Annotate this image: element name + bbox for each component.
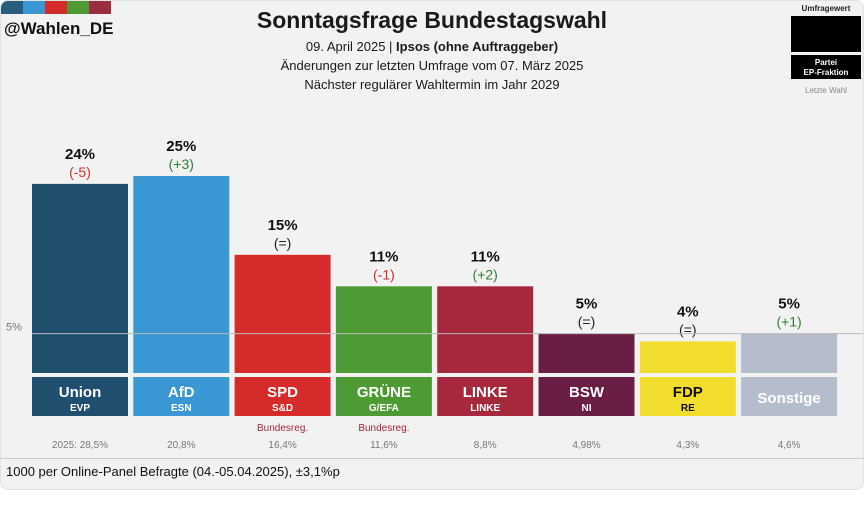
ep-group: S&D — [272, 403, 293, 414]
change-line: Änderungen zur letzten Umfrage vom 07. M… — [280, 58, 584, 73]
bar-change-label: (-1) — [373, 266, 395, 282]
ep-group: G/EFA — [369, 403, 399, 414]
ep-group: RE — [681, 403, 695, 414]
party-label-box — [234, 377, 331, 416]
pollster-text: Ipsos (ohne Auftraggeber) — [396, 39, 559, 54]
bar — [234, 254, 331, 373]
account-handle: @Wahlen_DE — [4, 19, 114, 38]
legend-party-label: Partei — [814, 58, 838, 67]
bar-change-label: (=) — [578, 314, 596, 330]
last-election-value: 16,4% — [268, 440, 296, 451]
logo-color-segment — [89, 1, 111, 14]
last-election-value: 4,6% — [778, 440, 801, 451]
party-name: BSW — [569, 384, 605, 401]
party-label-box — [32, 377, 128, 416]
party-name: Union — [59, 384, 102, 401]
party-name: AfD — [168, 384, 195, 401]
bar-change-label: (+2) — [473, 266, 498, 282]
footer-divider — [1, 458, 863, 459]
ep-group: ESN — [171, 403, 192, 414]
party-name: GRÜNE — [357, 384, 411, 401]
bar-change-label: (=) — [274, 235, 292, 251]
poll-graphic: @Wahlen_DE Sonntagsfrage Bundestagswahl … — [0, 0, 864, 490]
party-label-box — [437, 377, 534, 416]
party-name: Sonstige — [757, 390, 820, 407]
bar-chart: 24%(-5) Union EVP 2025: 28,5% 25%(+3) AfD ESN 2… — [6, 138, 863, 451]
party-name: LINKE — [463, 384, 508, 401]
bar-value-label: 5% — [778, 296, 800, 313]
party-label-box — [335, 377, 432, 416]
legend-poll-label: Umfragewert — [801, 4, 851, 13]
bar — [32, 183, 128, 373]
bar-value-label: 24% — [65, 146, 95, 163]
last-election-value: 4,3% — [676, 440, 699, 451]
bar-change-label: (=) — [679, 321, 697, 337]
date-line: 09. April 2025 | Ipsos (ohne Auftraggebe… — [1, 39, 863, 54]
last-election-value: 8,8% — [474, 440, 497, 451]
logo-color-segment — [1, 1, 23, 14]
logo-color-segment — [45, 1, 67, 14]
bar — [639, 341, 736, 373]
legend-last-label: Letzte Wahl — [805, 86, 847, 95]
bar-value-label: 11% — [471, 248, 500, 265]
bar — [133, 176, 230, 373]
party-name: FDP — [673, 384, 703, 401]
last-election-value: 4,98% — [572, 440, 600, 451]
legend: Umfragewert Partei EP-Fraktion Letzte Wa… — [791, 4, 861, 95]
last-election-value: 11,6% — [370, 440, 398, 451]
next-election-line: Nächster regulärer Wahltermin im Jahr 20… — [304, 77, 560, 92]
bar-value-label: 5% — [576, 296, 598, 313]
bar-value-label: 25% — [166, 138, 196, 155]
government-note: Bundesreg. — [257, 423, 308, 434]
threshold-label: 5% — [6, 322, 22, 334]
legend-party-box: Partei EP-Fraktion — [791, 55, 861, 79]
methodology-note: 1000 per Online-Panel Befragte (04.-05.0… — [6, 464, 340, 479]
bar — [335, 286, 432, 373]
bar-change-label: (+1) — [776, 314, 801, 330]
party-label-box — [741, 377, 838, 416]
ep-group: EVP — [70, 403, 90, 414]
last-election-value: 20,8% — [167, 440, 195, 451]
bar-change-label: (-5) — [69, 164, 91, 180]
date-text: 09. April 2025 | — [305, 39, 397, 54]
bar-change-label: (+3) — [169, 156, 194, 172]
last-election-value: 2025: 28,5% — [52, 440, 108, 451]
chart-title: Sonntagsfrage Bundestagswahl — [256, 7, 608, 33]
party-name: SPD — [267, 384, 298, 401]
logo-color-segment — [23, 1, 45, 14]
bar-value-label: 11% — [369, 248, 398, 265]
ep-group: LINKE — [470, 403, 500, 414]
bar — [538, 333, 635, 373]
logo-color-bar — [1, 1, 111, 14]
bar — [437, 286, 534, 373]
bar — [741, 333, 838, 373]
party-label-box — [538, 377, 635, 416]
logo-color-segment — [67, 1, 89, 14]
bar-value-label: 15% — [268, 217, 298, 234]
government-note: Bundesreg. — [358, 423, 409, 434]
legend-ep-label: EP-Fraktion — [803, 68, 849, 77]
legend-poll-box — [791, 16, 861, 52]
party-label-box — [133, 377, 230, 416]
party-label-box — [639, 377, 736, 416]
ep-group: NI — [582, 403, 592, 414]
bar-value-label: 4% — [677, 303, 699, 320]
